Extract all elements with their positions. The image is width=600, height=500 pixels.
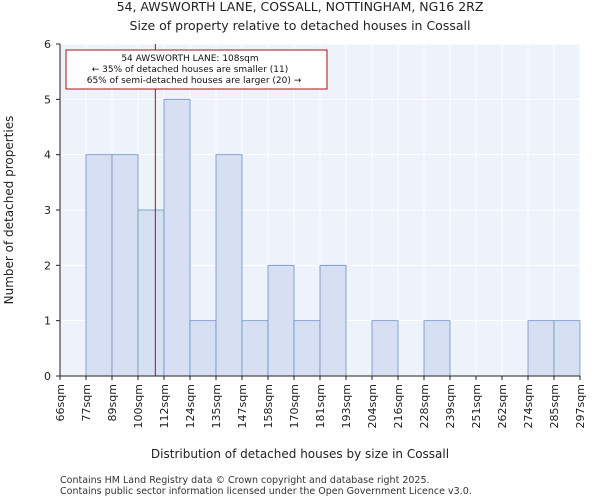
- x-tick-label: 228sqm: [418, 384, 431, 428]
- histogram-bar: [553, 320, 581, 377]
- x-tick-label: 181sqm: [314, 384, 327, 428]
- bars-layer: [85, 98, 581, 377]
- y-tick-label: 0: [44, 370, 51, 383]
- y-tick-label: 2: [44, 259, 51, 272]
- x-axis-label: Distribution of detached houses by size …: [151, 447, 449, 461]
- chart-title: 54, AWSWORTH LANE, COSSALL, NOTTINGHAM, …: [117, 0, 484, 14]
- x-tick-labels: 66sqm 77sqm 89sqm 100sqm 112sqm 124sqm 135sqm 1…: [54, 376, 587, 428]
- x-tick-label: 135sqm: [210, 384, 223, 428]
- y-axis-label: Number of detached properties: [2, 116, 16, 305]
- histogram-bar: [241, 320, 269, 377]
- x-tick-label: 66sqm: [54, 384, 67, 421]
- annotation-line-1: 54 AWSWORTH LANE: 108sqm: [121, 54, 258, 64]
- x-tick-label: 77sqm: [80, 384, 93, 421]
- x-tick-label: 216sqm: [392, 384, 405, 428]
- histogram-bar: [319, 264, 347, 377]
- x-tick-label: 251sqm: [470, 384, 483, 428]
- x-tick-label: 239sqm: [444, 384, 457, 428]
- histogram-bar: [371, 320, 399, 377]
- histogram-bar: [189, 320, 217, 377]
- x-tick-label: 297sqm: [574, 384, 587, 428]
- x-tick-label: 262sqm: [496, 384, 509, 428]
- x-tick-label: 100sqm: [132, 384, 145, 428]
- annotation-line-3: 65% of semi-detached houses are larger (…: [87, 76, 302, 86]
- footer-line-1: Contains HM Land Registry data © Crown c…: [60, 475, 430, 486]
- histogram-bar: [85, 154, 113, 377]
- footer-line-2: Contains public sector information licen…: [60, 486, 472, 497]
- y-tick-label: 4: [44, 149, 51, 162]
- y-tick-label: 1: [44, 315, 51, 328]
- y-tick-label: 5: [44, 93, 51, 106]
- y-tick-labels: 0 1 2 3 4 5 6: [44, 38, 60, 383]
- histogram-bar: [215, 154, 243, 377]
- chart-subtitle: Size of property relative to detached ho…: [130, 18, 471, 33]
- x-tick-label: 147sqm: [236, 384, 249, 428]
- histogram-bar: [163, 98, 191, 377]
- histogram-bar: [293, 320, 321, 377]
- x-tick-label: 89sqm: [106, 384, 119, 421]
- x-tick-label: 112sqm: [158, 384, 171, 428]
- property-annotation: 54 AWSWORTH LANE: 108sqm ← 35% of detach…: [65, 49, 328, 90]
- histogram-bar: [527, 320, 555, 377]
- histogram-bar: [137, 209, 165, 377]
- x-tick-label: 124sqm: [184, 384, 197, 428]
- x-tick-label: 274sqm: [522, 384, 535, 428]
- x-tick-label: 158sqm: [262, 384, 275, 428]
- histogram-bar: [267, 264, 295, 377]
- x-tick-label: 285sqm: [548, 384, 561, 428]
- y-tick-label: 6: [44, 38, 51, 51]
- x-tick-label: 204sqm: [366, 384, 379, 428]
- annotation-box: [65, 49, 328, 90]
- x-tick-label: 170sqm: [288, 384, 301, 428]
- annotation-line-2: ← 35% of detached houses are smaller (11…: [92, 65, 289, 75]
- x-tick-label: 193sqm: [340, 384, 353, 428]
- histogram-bar: [111, 154, 139, 377]
- y-tick-label: 3: [44, 204, 51, 217]
- histogram-bar: [423, 320, 451, 377]
